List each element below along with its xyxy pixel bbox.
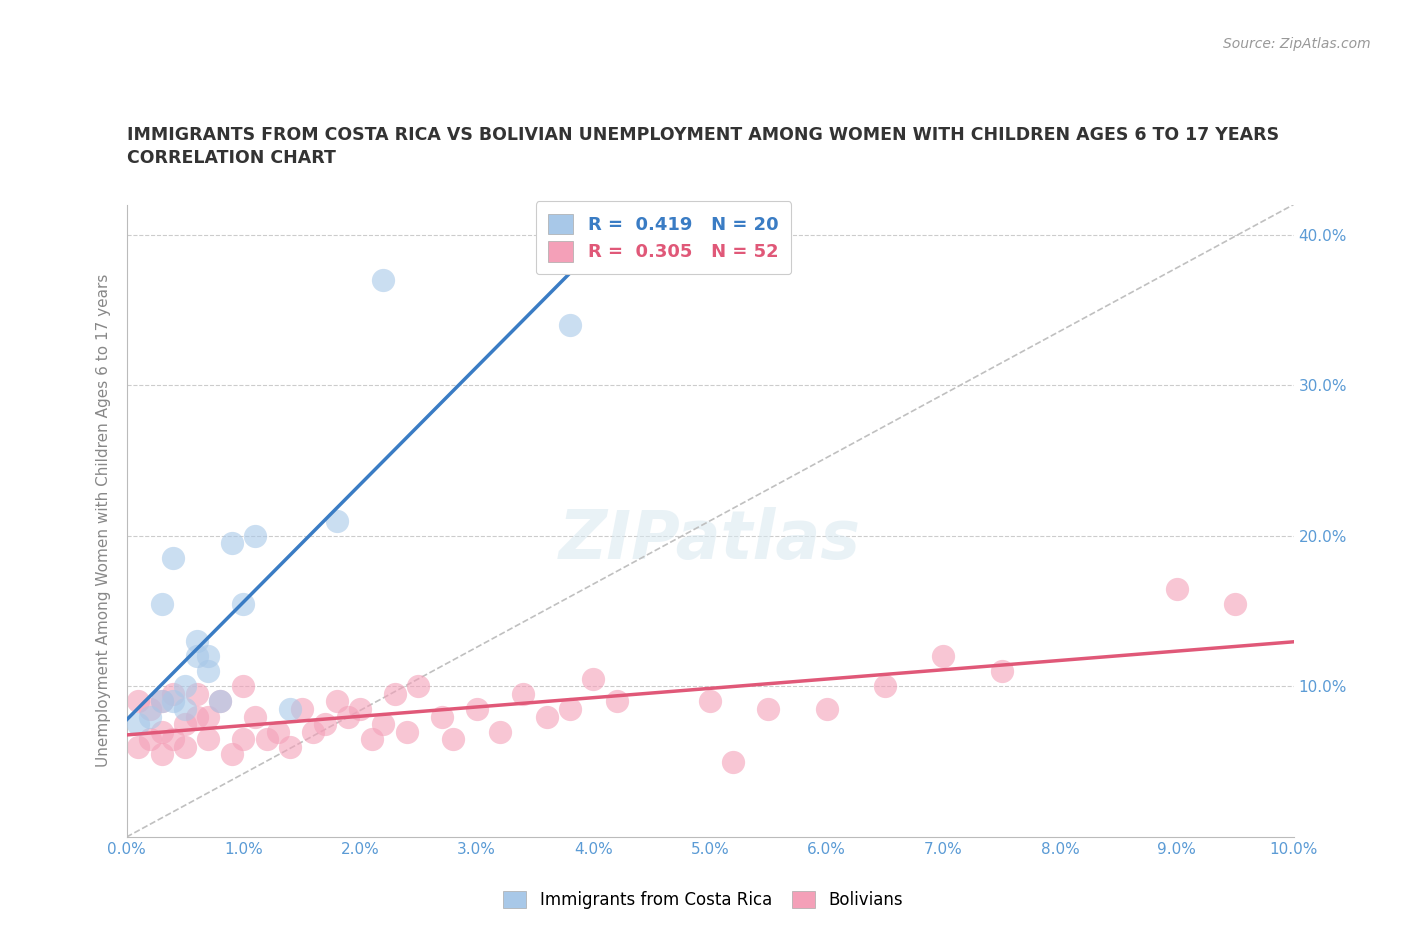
Point	[197, 649, 219, 664]
Point	[197, 709, 219, 724]
Point	[441, 732, 464, 747]
Point	[1166, 581, 1188, 596]
Point	[232, 732, 254, 747]
Point	[408, 679, 430, 694]
Point	[162, 551, 184, 565]
Point	[162, 732, 184, 747]
Point	[990, 664, 1012, 679]
Point	[186, 634, 208, 649]
Point	[256, 732, 278, 747]
Point	[932, 649, 955, 664]
Point	[174, 701, 197, 716]
Point	[243, 528, 266, 543]
Point	[384, 686, 406, 701]
Point	[815, 701, 838, 716]
Point	[186, 709, 208, 724]
Point	[174, 717, 197, 732]
Point	[232, 679, 254, 694]
Point	[360, 732, 382, 747]
Point	[325, 694, 347, 709]
Point	[875, 679, 897, 694]
Point	[395, 724, 418, 739]
Point	[162, 694, 184, 709]
Point	[186, 686, 208, 701]
Point	[582, 671, 605, 686]
Point	[558, 701, 581, 716]
Text: IMMIGRANTS FROM COSTA RICA VS BOLIVIAN UNEMPLOYMENT AMONG WOMEN WITH CHILDREN AG: IMMIGRANTS FROM COSTA RICA VS BOLIVIAN U…	[127, 126, 1278, 144]
Point	[150, 694, 173, 709]
Point	[174, 679, 197, 694]
Point	[208, 694, 231, 709]
Point	[186, 649, 208, 664]
Point	[139, 732, 162, 747]
Text: ZIPatlas: ZIPatlas	[560, 507, 860, 573]
Point	[337, 709, 360, 724]
Text: Source: ZipAtlas.com: Source: ZipAtlas.com	[1223, 37, 1371, 51]
Point	[278, 701, 301, 716]
Point	[197, 664, 219, 679]
Point	[243, 709, 266, 724]
Point	[150, 747, 173, 762]
Point	[465, 701, 488, 716]
Point	[221, 747, 243, 762]
Point	[150, 694, 173, 709]
Point	[1223, 596, 1246, 611]
Point	[314, 717, 336, 732]
Point	[267, 724, 290, 739]
Point	[723, 754, 745, 769]
Legend: Immigrants from Costa Rica, Bolivians: Immigrants from Costa Rica, Bolivians	[495, 883, 911, 917]
Point	[127, 739, 149, 754]
Point	[699, 694, 721, 709]
Point	[349, 701, 371, 716]
Point	[325, 513, 347, 528]
Point	[558, 318, 581, 333]
Point	[290, 701, 312, 716]
Point	[512, 686, 534, 701]
Point	[162, 686, 184, 701]
Y-axis label: Unemployment Among Women with Children Ages 6 to 17 years: Unemployment Among Women with Children A…	[96, 274, 111, 767]
Point	[536, 709, 558, 724]
Legend: R =  0.419   N = 20, R =  0.305   N = 52: R = 0.419 N = 20, R = 0.305 N = 52	[536, 201, 792, 274]
Point	[139, 709, 162, 724]
Point	[174, 739, 197, 754]
Point	[373, 717, 395, 732]
Point	[489, 724, 512, 739]
Text: CORRELATION CHART: CORRELATION CHART	[127, 150, 336, 167]
Point	[139, 701, 162, 716]
Point	[127, 694, 149, 709]
Point	[150, 724, 173, 739]
Point	[302, 724, 325, 739]
Point	[606, 694, 628, 709]
Point	[208, 694, 231, 709]
Point	[221, 536, 243, 551]
Point	[197, 732, 219, 747]
Point	[127, 717, 149, 732]
Point	[278, 739, 301, 754]
Point	[232, 596, 254, 611]
Point	[373, 272, 395, 287]
Point	[150, 596, 173, 611]
Point	[756, 701, 779, 716]
Point	[430, 709, 453, 724]
